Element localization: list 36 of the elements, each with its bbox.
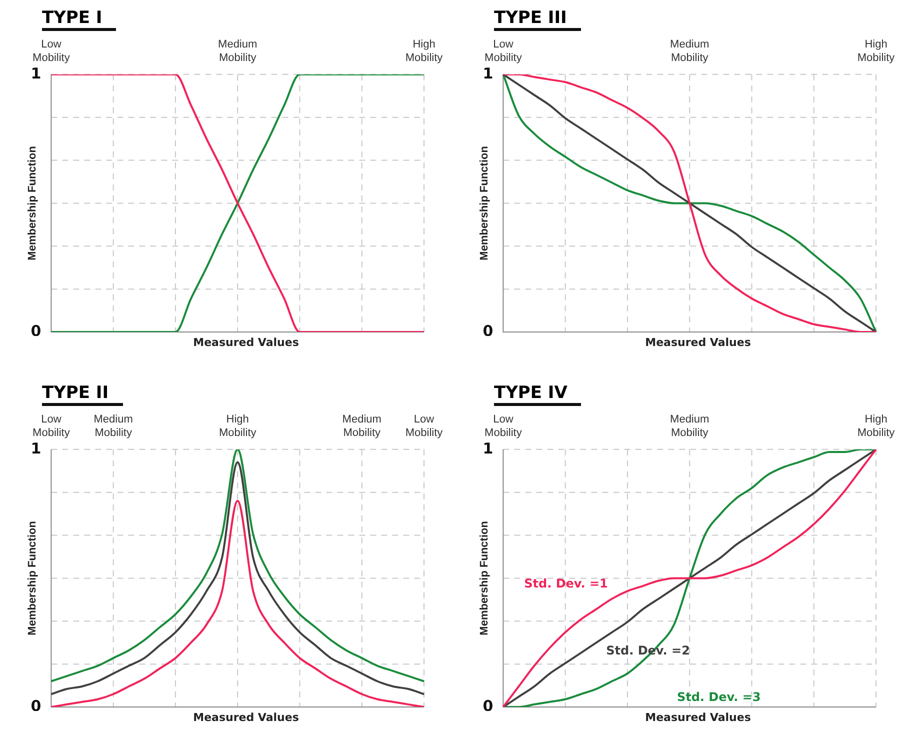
text: 1 <box>30 439 42 458</box>
text: 1 <box>30 64 42 82</box>
x-tick-label: High Mobility <box>405 38 444 64</box>
text: Std. Dev. =3 <box>676 690 761 704</box>
x-axis-title: Measured Values <box>192 711 300 724</box>
series-label: Std. Dev. =1 <box>524 576 608 591</box>
x-tick-label: Medium Mobility <box>670 38 710 64</box>
x-tick-label: Medium Mobility <box>342 414 382 439</box>
chart-title: TYPE IV <box>494 383 582 406</box>
x-tick-label: Low Mobility <box>484 38 522 64</box>
x-tick-label: High Mobility <box>857 38 896 64</box>
y-axis-title: Membership Function <box>478 520 491 636</box>
y-axis-title: Membership Function <box>26 520 39 636</box>
text: 0 <box>482 322 494 340</box>
x-tick-label: High Mobility <box>218 414 257 439</box>
x-tick-label: Low Mobility <box>484 414 522 439</box>
x-axis-title: Measured Values <box>644 336 752 349</box>
x-tick-label: High Mobility <box>857 414 896 439</box>
x-tick-label: Medium Mobility <box>670 414 710 439</box>
text: 0 <box>30 696 42 715</box>
text: 1 <box>482 64 494 82</box>
text: 0 <box>30 322 42 340</box>
x-axis-title: Measured Values <box>192 336 300 349</box>
chart-title: TYPE III <box>494 8 581 31</box>
y-axis-title: Membership Function <box>26 146 39 260</box>
x-tick-label: Medium Mobility <box>94 414 133 439</box>
y-axis-title: Membership Function <box>478 146 491 260</box>
text: 0 <box>482 696 494 715</box>
x-tick-label: Low Mobility <box>405 414 444 439</box>
x-tick-label: Medium Mobility <box>218 38 258 64</box>
x-axis-title: Measured Values <box>644 711 752 724</box>
x-tick-label: Low Mobility <box>32 38 70 64</box>
x-tick-label: Low Mobility <box>32 414 70 439</box>
chart-title: TYPE II <box>42 383 123 406</box>
chart-title: TYPE I <box>42 8 116 31</box>
text: 1 <box>482 439 494 458</box>
